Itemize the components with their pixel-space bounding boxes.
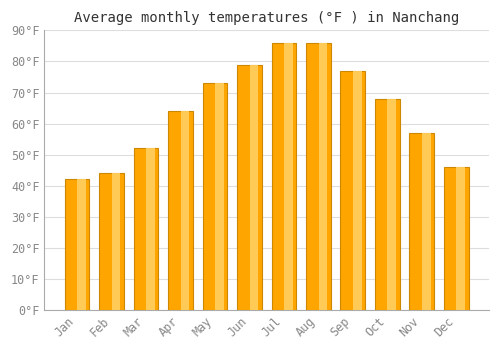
Bar (353, 71, 362, 310)
Bar (168, 111, 193, 310)
Bar (456, 167, 465, 310)
Bar (64, 180, 90, 310)
Bar (284, 43, 292, 310)
Bar (215, 83, 224, 310)
Bar (237, 65, 262, 310)
Bar (306, 43, 331, 310)
Title: Average monthly temperatures (°F ) in Nanchang: Average monthly temperatures (°F ) in Na… (74, 11, 460, 25)
Bar (340, 71, 365, 310)
Bar (250, 65, 258, 310)
Bar (180, 111, 190, 310)
Bar (422, 133, 430, 310)
Bar (99, 173, 124, 310)
Bar (410, 133, 434, 310)
Bar (134, 148, 158, 310)
Bar (146, 148, 155, 310)
Bar (375, 99, 400, 310)
Bar (272, 43, 296, 310)
Bar (202, 83, 228, 310)
Bar (318, 43, 327, 310)
Bar (388, 99, 396, 310)
Bar (77, 180, 86, 310)
Bar (444, 167, 468, 310)
Bar (112, 173, 120, 310)
